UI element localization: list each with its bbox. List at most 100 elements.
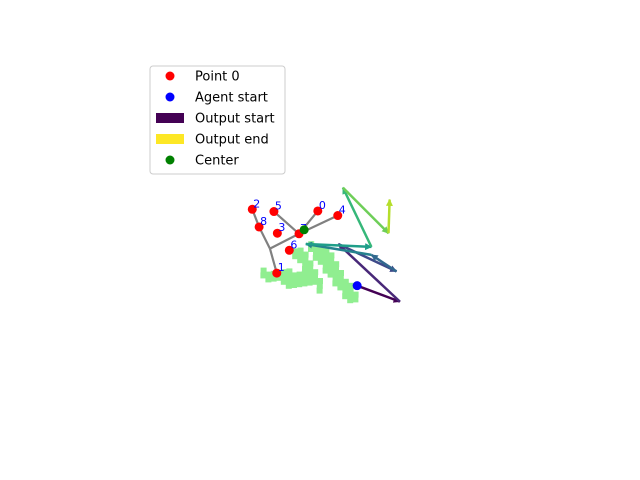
region-cell: [296, 271, 303, 278]
region-cell: [323, 248, 330, 255]
skeleton-line: [273, 210, 300, 235]
output-path: [305, 186, 401, 303]
region-cell: [347, 292, 354, 299]
output-arrow: [356, 284, 401, 303]
output-arrow: [341, 186, 373, 248]
legend-frame: [149, 65, 286, 175]
region-cell: [313, 245, 320, 252]
region-cell: [296, 276, 303, 283]
point-label: 4: [339, 204, 346, 217]
region-cell: [318, 254, 324, 260]
points: 012345678: [247, 197, 362, 291]
region-cell: [312, 274, 318, 280]
region-cell: [292, 253, 299, 260]
region-cell: [337, 284, 344, 291]
region-cell: [323, 258, 329, 264]
region-cell: [352, 296, 359, 303]
legend-patch: [156, 113, 184, 123]
region-cell: [347, 287, 354, 294]
point-label: 8: [260, 215, 267, 228]
point-marker: [272, 268, 282, 278]
region-cell: [306, 279, 313, 286]
region-cell: [322, 267, 329, 274]
skeleton-line: [269, 232, 300, 250]
region-cell: [342, 288, 349, 295]
legend-marker: [165, 92, 175, 102]
legend-label: Agent start: [195, 91, 268, 106]
region-cell: [337, 279, 344, 286]
region-cell: [308, 246, 314, 252]
legend-label: Center: [195, 154, 239, 169]
point-label: 1: [278, 261, 285, 274]
region-cell: [311, 278, 318, 285]
region-cell: [281, 274, 287, 280]
region-cell: [301, 270, 308, 277]
output-arrow: [337, 242, 398, 273]
output-arrow: [370, 253, 398, 273]
region-cell: [342, 293, 349, 300]
point-marker: [333, 211, 343, 221]
center-marker: [299, 225, 309, 235]
region-cell: [297, 252, 304, 259]
region-cell: [275, 274, 282, 281]
point-marker: [313, 206, 323, 216]
point-marker: [284, 245, 294, 255]
point-marker: [272, 228, 282, 238]
region-cell: [302, 266, 308, 272]
region-cell: [347, 297, 354, 304]
region-cell: [297, 247, 304, 254]
region-cell: [306, 274, 313, 281]
legend-patch: [156, 134, 184, 144]
region-cell: [286, 273, 293, 280]
point-label: 0: [319, 199, 326, 212]
region-cell: [328, 262, 334, 268]
region-cell: [332, 280, 339, 287]
point-label: 6: [290, 238, 297, 251]
region-cell: [318, 249, 325, 256]
region-cell: [286, 278, 292, 284]
region-cell: [328, 252, 335, 259]
region-cell: [337, 274, 344, 281]
region-cell: [285, 282, 292, 289]
output-arrow: [342, 186, 390, 235]
legend: Point 0 Agent start Output start Output end…: [149, 65, 286, 175]
region-cell: [291, 277, 298, 284]
legend-marker: [165, 155, 175, 165]
point-label: 3: [278, 221, 285, 234]
region-cell: [286, 268, 293, 275]
region-cell: [260, 267, 267, 274]
region-cell: [265, 271, 272, 278]
region-cell: [301, 280, 308, 287]
point-marker: [254, 222, 264, 232]
region-cell: [291, 282, 297, 288]
region-cell: [317, 258, 324, 265]
region-cell: [316, 282, 323, 289]
region-cell: [313, 250, 319, 256]
region-cell: [316, 287, 323, 294]
region-cell: [333, 266, 339, 272]
region-cell: [281, 269, 288, 276]
region-cell: [312, 269, 319, 276]
point-label: 2: [253, 197, 260, 210]
region-cell: [332, 275, 339, 282]
output-arrow: [305, 241, 372, 257]
region-cell: [296, 281, 303, 288]
region-cell: [352, 291, 359, 298]
legend-label: Output start: [195, 112, 275, 127]
region-cell: [328, 257, 335, 264]
point-label: 5: [275, 200, 282, 213]
region-cell: [307, 260, 314, 267]
region-cell: [265, 276, 272, 283]
region-cell: [327, 271, 334, 278]
region-cell: [342, 278, 349, 285]
region-cell: [307, 265, 314, 272]
region-cell: [332, 270, 339, 277]
region-cell: [302, 251, 309, 258]
region-cell: [317, 278, 323, 284]
output-arrow: [305, 242, 373, 251]
target-region: [260, 241, 359, 304]
legend-label: Output end: [195, 133, 269, 148]
point-marker: [247, 204, 257, 214]
region-cell: [327, 266, 334, 273]
